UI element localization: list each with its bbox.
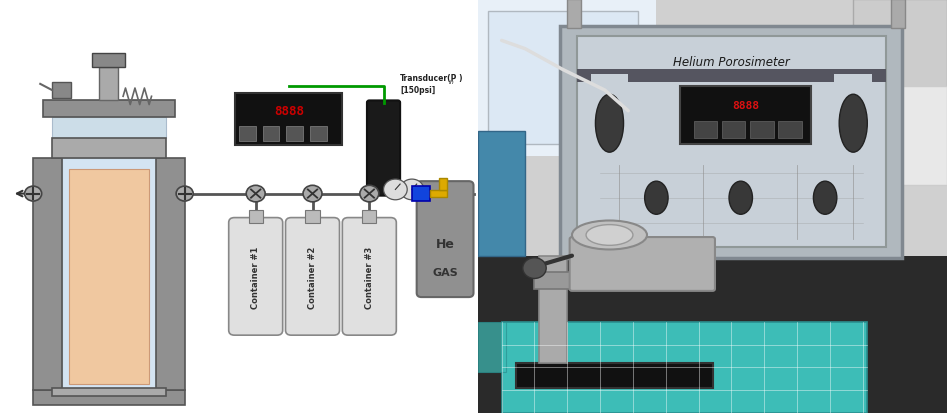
Circle shape xyxy=(25,187,42,202)
Bar xyxy=(750,122,774,138)
FancyBboxPatch shape xyxy=(343,218,397,335)
Circle shape xyxy=(384,180,407,200)
Bar xyxy=(539,256,567,363)
Bar xyxy=(478,322,507,372)
Bar xyxy=(239,127,256,141)
Bar xyxy=(722,122,745,138)
Text: 8888: 8888 xyxy=(274,105,304,118)
Bar xyxy=(516,363,713,388)
Ellipse shape xyxy=(586,225,633,246)
Bar xyxy=(305,211,319,223)
Bar xyxy=(52,118,166,138)
Bar xyxy=(93,54,125,68)
Bar xyxy=(680,87,811,145)
Bar xyxy=(591,74,628,91)
Bar xyxy=(52,138,166,159)
Text: Transducer(P: Transducer(P xyxy=(401,74,457,83)
Text: Container #1: Container #1 xyxy=(251,246,260,308)
Bar xyxy=(43,101,175,118)
Bar xyxy=(33,159,62,390)
Bar xyxy=(263,127,279,141)
Ellipse shape xyxy=(596,95,623,153)
FancyBboxPatch shape xyxy=(286,218,340,335)
Ellipse shape xyxy=(572,221,647,250)
FancyBboxPatch shape xyxy=(561,27,902,258)
Ellipse shape xyxy=(645,182,668,215)
Bar xyxy=(439,178,447,191)
Bar xyxy=(33,390,185,405)
Circle shape xyxy=(401,180,424,200)
Bar xyxy=(52,83,71,99)
Bar xyxy=(478,132,526,256)
Bar xyxy=(62,159,156,390)
Ellipse shape xyxy=(813,182,837,215)
Bar xyxy=(248,211,263,223)
Bar xyxy=(502,322,867,413)
Bar xyxy=(891,0,904,29)
Text: 8888: 8888 xyxy=(732,100,759,110)
Bar xyxy=(430,191,447,197)
Text: Helium Porosimeter: Helium Porosimeter xyxy=(673,55,790,69)
Circle shape xyxy=(523,258,546,279)
Ellipse shape xyxy=(839,95,867,153)
Ellipse shape xyxy=(729,182,753,215)
Text: [150psi]: [150psi] xyxy=(401,86,436,95)
FancyBboxPatch shape xyxy=(413,186,431,202)
FancyBboxPatch shape xyxy=(235,94,343,146)
Bar xyxy=(863,87,947,186)
Text: Container #3: Container #3 xyxy=(365,246,374,308)
Bar xyxy=(834,74,872,91)
Text: Container #2: Container #2 xyxy=(308,246,317,308)
Bar xyxy=(478,0,656,157)
Circle shape xyxy=(360,186,379,202)
Circle shape xyxy=(176,187,193,202)
Bar xyxy=(156,159,185,390)
Bar xyxy=(694,122,717,138)
Circle shape xyxy=(303,186,322,202)
Bar xyxy=(478,256,947,413)
FancyBboxPatch shape xyxy=(570,237,715,291)
Text: ): ) xyxy=(458,74,462,83)
Bar xyxy=(853,0,947,91)
Circle shape xyxy=(246,186,265,202)
FancyBboxPatch shape xyxy=(229,218,282,335)
Bar xyxy=(52,388,166,396)
Text: in: in xyxy=(449,80,455,85)
Bar xyxy=(778,122,802,138)
Bar xyxy=(311,127,327,141)
Bar xyxy=(99,68,118,101)
Bar xyxy=(567,0,581,29)
Text: GAS: GAS xyxy=(432,268,458,278)
Bar xyxy=(69,169,150,384)
Bar xyxy=(577,70,886,83)
FancyBboxPatch shape xyxy=(417,182,474,297)
Bar xyxy=(534,273,704,289)
FancyBboxPatch shape xyxy=(367,101,401,196)
Bar xyxy=(286,127,303,141)
Text: He: He xyxy=(436,237,455,250)
Bar xyxy=(577,37,886,248)
Bar xyxy=(488,12,637,145)
Bar xyxy=(363,211,377,223)
